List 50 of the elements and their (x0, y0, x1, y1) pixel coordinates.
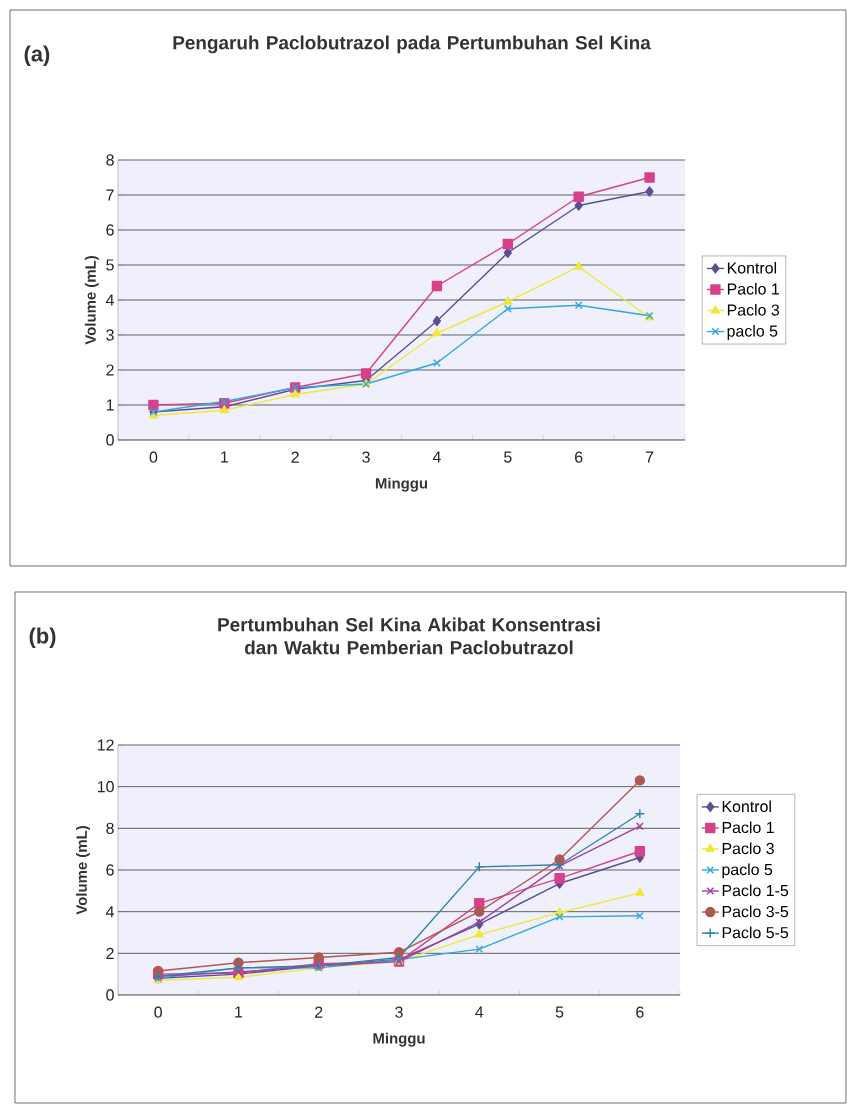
y-tick-label: 12 (97, 739, 114, 751)
legend-label: Paclo 3 (727, 303, 780, 316)
legend-label: Kontrol (727, 261, 777, 274)
y-tick-label: 10 (97, 781, 114, 793)
x-tick-label: 2 (291, 451, 299, 463)
legend-label: Paclo 1-5 (722, 884, 789, 897)
y-tick-label: 5 (106, 259, 114, 271)
x-axis-title: Minggu (375, 477, 428, 492)
y-axis-title: Volume (mL) (75, 826, 90, 915)
x-tick-label: 5 (504, 451, 512, 463)
chart-title: Pengaruh Paclobutrazol pada Pertumbuhan Sel Kina (173, 35, 651, 54)
legend-label: Paclo 1 (722, 821, 774, 834)
chart-title: Pertumbuhan Sel Kina Akibat Konsentrasi dan Waktu Pemberian Paclobutrazol (218, 617, 600, 655)
y-tick-label: 2 (106, 947, 114, 959)
x-tick-label: 2 (315, 1006, 323, 1018)
y-tick-label: 4 (105, 294, 115, 306)
x-tick-label: 6 (636, 1006, 644, 1018)
legend-label: paclo 5 (727, 325, 778, 340)
y-tick-label: 0 (106, 989, 114, 1001)
y-tick-label: 6 (106, 224, 114, 236)
y-tick-label: 0 (106, 434, 114, 446)
y-axis-title: Volume (mL) (84, 256, 99, 345)
legend-label: paclo 5 (722, 863, 773, 879)
legend-label: Kontrol (722, 800, 771, 813)
y-tick-label: 4 (105, 906, 115, 918)
x-tick-label: 4 (432, 451, 441, 463)
legend-label: Paclo 3 (722, 842, 774, 855)
x-tick-label: 3 (362, 451, 370, 463)
x-tick-label: 1 (235, 1006, 243, 1018)
y-tick-label: 1 (106, 399, 114, 411)
y-tick-label: 8 (106, 154, 114, 166)
x-tick-label: 3 (395, 1006, 403, 1018)
y-tick-label: 2 (106, 364, 114, 376)
x-tick-label: 6 (575, 451, 583, 463)
legend-label: Paclo 1 (727, 282, 779, 295)
text: (a) (24, 45, 50, 66)
x-axis-title: Minggu (373, 1032, 425, 1047)
x-tick-label: 4 (475, 1006, 484, 1018)
y-tick-label: 7 (106, 189, 114, 201)
x-tick-label: 5 (555, 1006, 564, 1018)
y-tick-label: 8 (106, 822, 114, 834)
x-tick-label: 1 (221, 451, 228, 463)
y-tick-label: 3 (106, 329, 114, 341)
y-tick-label: 6 (106, 864, 114, 876)
x-tick-label: 0 (149, 451, 158, 463)
x-tick-label: 7 (645, 451, 654, 463)
text: (b) (29, 627, 56, 648)
legend-label: Paclo 5-5 (722, 926, 789, 939)
legend-label: Paclo 3-5 (722, 905, 789, 918)
x-tick-label: 0 (154, 1006, 162, 1018)
